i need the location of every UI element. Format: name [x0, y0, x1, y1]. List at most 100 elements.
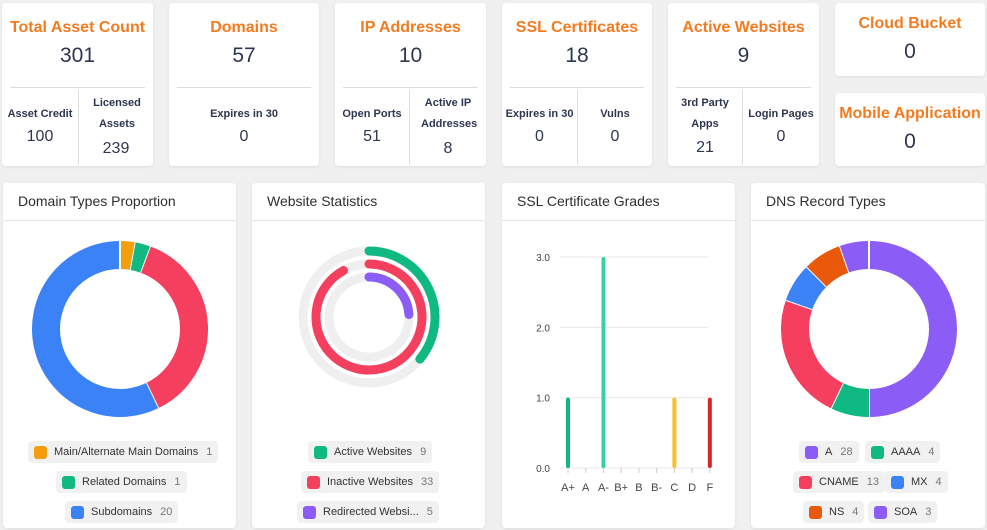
bar[interactable]	[566, 397, 570, 468]
legend-count: 4	[935, 476, 942, 488]
stat-value: 0	[904, 40, 916, 63]
cloud-bucket-card[interactable]: Cloud Bucket 0	[835, 3, 985, 76]
y-tick-label: 2.0	[536, 323, 550, 334]
divider	[78, 90, 79, 165]
divider	[3, 220, 236, 221]
ip-addresses-card[interactable]: IP Addresses 10 Open Ports 51 Active IP …	[335, 3, 486, 166]
domains-card[interactable]: Domains 57 Expires in 30 0	[169, 3, 319, 166]
legend-item[interactable]: CNAME 13	[793, 471, 885, 493]
x-tick-label: A-	[598, 482, 609, 494]
legend-swatch	[891, 475, 904, 489]
legend-item[interactable]: NS 4	[803, 501, 865, 523]
legend-count: 33	[421, 476, 434, 488]
ssl-grades-card: SSL Certificate Grades 0.0 1.0 2.0 3.0 A+ A A-…	[502, 183, 735, 528]
sub-value: 8	[443, 140, 453, 157]
legend-label: Active Websites	[334, 446, 413, 458]
sub-value: 51	[363, 128, 381, 145]
website-statistics-card: Website Statistics Active Websites 9 Inact…	[252, 183, 485, 528]
legend-count: 4	[928, 446, 935, 458]
donut-slice	[806, 245, 850, 287]
legend-item[interactable]: AAAA 4	[865, 441, 941, 463]
legend-count: 4	[852, 506, 859, 518]
legend-item[interactable]: Main/Alternate Main Domains 1	[28, 441, 219, 463]
legend-item[interactable]: SOA 3	[868, 501, 938, 523]
donut-slice	[868, 241, 957, 417]
legend-label: SOA	[894, 506, 918, 518]
stat-value: 301	[59, 44, 96, 67]
legend-swatch	[303, 505, 316, 519]
divider	[409, 90, 410, 165]
donut-slice	[781, 299, 844, 409]
legend-count: 1	[174, 476, 181, 488]
legend-item[interactable]: Related Domains 1	[56, 471, 187, 493]
sub-label: Vulns	[600, 108, 630, 120]
donut-slice	[130, 242, 151, 273]
bar[interactable]	[707, 397, 712, 468]
sub-label: Asset Credit	[7, 108, 73, 120]
legend-item[interactable]: Inactive Websites 33	[301, 471, 440, 493]
legend-swatch	[805, 445, 818, 459]
active-websites-card[interactable]: Active Websites 9 3rd Party Apps 21 Logi…	[668, 3, 819, 166]
legend-label: Main/Alternate Main Domains	[54, 446, 199, 458]
legend-item[interactable]: Redirected Websi... 5	[297, 501, 439, 523]
chart-title: DNS Record Types	[766, 193, 886, 209]
sub-label: Open Ports	[342, 108, 402, 120]
y-tick-label: 1.0	[536, 394, 550, 405]
dns-record-types-card: DNS Record Types A 28 AAAA 4 CNAME 13 MX 4 NS 4 SO…	[751, 183, 985, 528]
stat-title: Total Asset Count	[9, 19, 146, 36]
legend-label: Related Domains	[82, 476, 167, 488]
sub-label: Active IP Addresses	[421, 97, 478, 130]
legend-swatch	[799, 475, 812, 489]
donut-slice	[839, 241, 870, 273]
legend-label: AAAA	[891, 446, 921, 458]
divider	[510, 87, 644, 88]
stat-title: SSL Certificates	[515, 19, 639, 36]
x-tick-label: C	[670, 482, 678, 494]
divider	[676, 87, 811, 88]
bar[interactable]	[672, 397, 677, 468]
total-asset-card[interactable]: Total Asset Count 301 Asset Credit 100 L…	[2, 3, 153, 166]
legend-label: MX	[911, 476, 928, 488]
x-tick-label: A+	[561, 482, 575, 494]
legend-count: 9	[420, 446, 427, 458]
legend-count: 5	[426, 506, 433, 518]
mobile-application-card[interactable]: Mobile Application 0	[835, 93, 985, 166]
chart-title: Domain Types Proportion	[18, 193, 176, 209]
divider	[577, 90, 578, 165]
divider	[751, 220, 985, 221]
sub-label: Expires in 30	[505, 108, 574, 120]
sub-label: Expires in 30	[210, 108, 278, 120]
donut-slice	[830, 382, 870, 417]
legend-swatch	[314, 445, 327, 459]
legend-label: Redirected Websi...	[323, 506, 419, 518]
x-tick-label: F	[706, 482, 713, 494]
stat-title: IP Addresses	[360, 19, 461, 36]
chart-title: Website Statistics	[267, 193, 378, 209]
divider	[177, 87, 311, 88]
legend-swatch	[34, 445, 47, 459]
domain-types-donut	[32, 241, 208, 417]
ssl-certificates-card[interactable]: SSL Certificates 18 Expires in 30 0 Vuln…	[502, 3, 652, 166]
legend-item[interactable]: Subdomains 20	[65, 501, 179, 523]
divider	[10, 87, 145, 88]
legend-count: 3	[925, 506, 932, 518]
legend-count: 13	[866, 476, 879, 488]
stat-title: Active Websites	[682, 19, 805, 36]
legend-swatch	[871, 445, 884, 459]
dns-record-types-donut	[781, 241, 957, 417]
stat-value: 9	[737, 44, 750, 67]
legend-item[interactable]: MX 4	[885, 471, 948, 493]
stat-title: Cloud Bucket	[858, 15, 962, 32]
stat-value: 10	[398, 44, 423, 67]
website-statistics-radial	[298, 246, 440, 388]
sub-value: 0	[535, 128, 544, 145]
divider	[502, 220, 735, 221]
legend-item[interactable]: A 28	[799, 441, 859, 463]
sub-label: Login Pages	[748, 108, 814, 120]
legend-item[interactable]: Active Websites 9	[308, 441, 433, 463]
domain-types-card: Domain Types Proportion Main/Alternate M…	[3, 183, 236, 528]
bar[interactable]	[601, 257, 606, 468]
slice-separator	[785, 298, 813, 311]
legend-label: A	[825, 446, 833, 458]
legend-label: CNAME	[819, 476, 859, 488]
